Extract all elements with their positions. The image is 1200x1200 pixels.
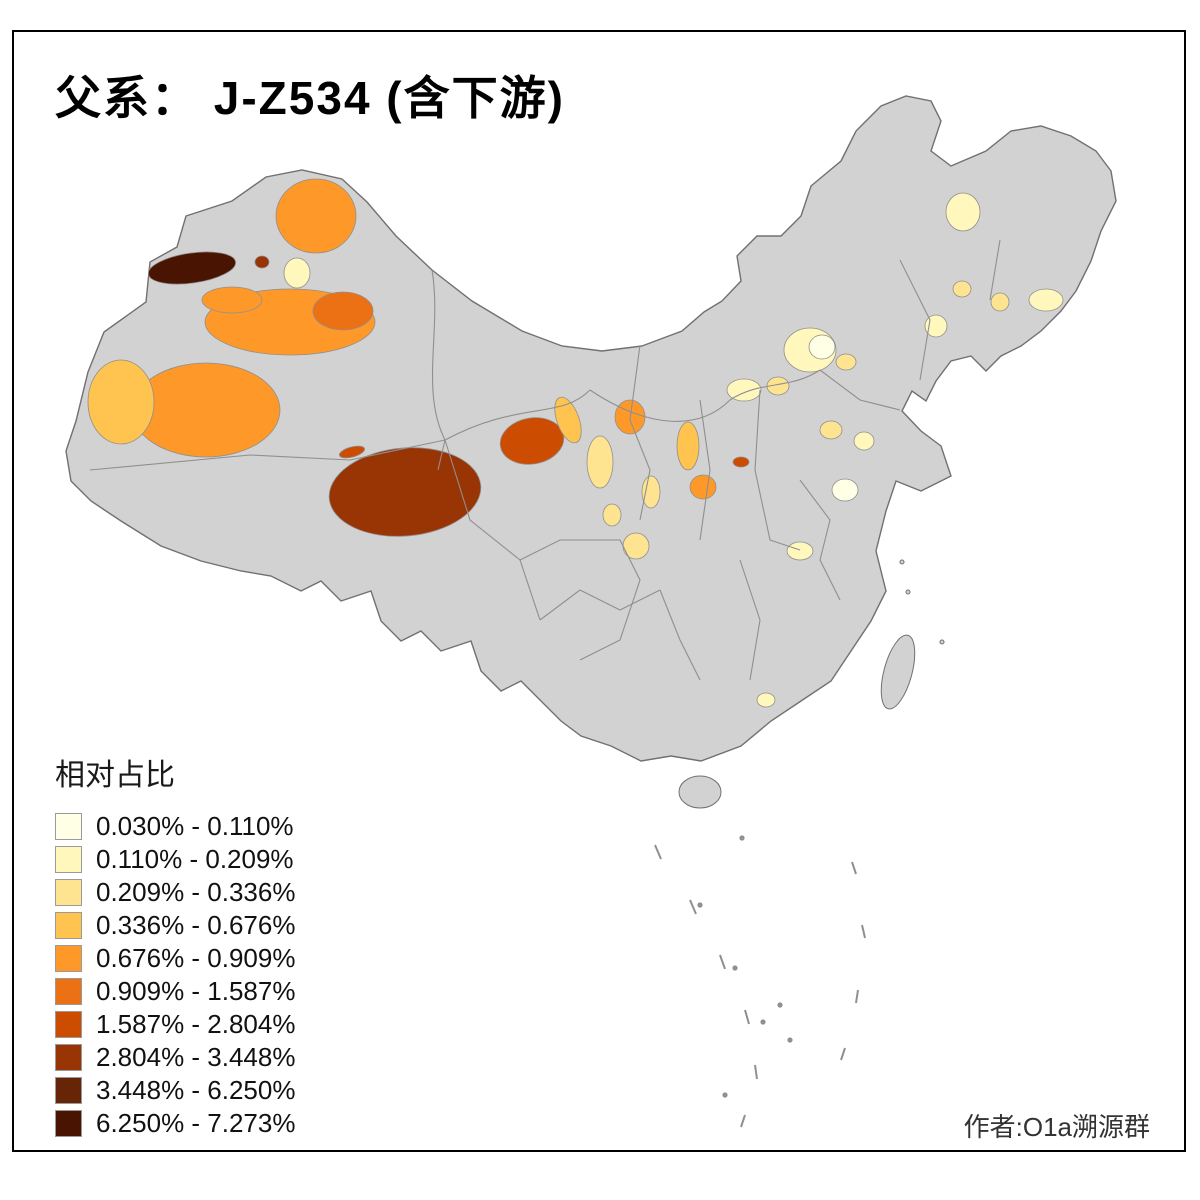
map-region xyxy=(201,286,263,314)
attribution: 作者:O1a溯源群 xyxy=(963,1112,1150,1142)
map-region xyxy=(819,420,843,440)
legend-item: 0.209% - 0.336% xyxy=(55,876,295,909)
legend-item: 0.676% - 0.909% xyxy=(55,942,295,975)
legend-swatch xyxy=(55,1077,82,1104)
legend-item: 6.250% - 7.273% xyxy=(55,1107,295,1140)
map-region xyxy=(786,541,814,561)
legend-swatch xyxy=(55,846,82,873)
map-region xyxy=(732,456,750,468)
map-region xyxy=(641,475,661,509)
legend-item: 0.336% - 0.676% xyxy=(55,909,295,942)
map-region xyxy=(808,334,836,360)
map-region xyxy=(1028,288,1064,312)
map-region xyxy=(622,532,650,560)
map-region xyxy=(952,280,972,298)
legend-item: 2.804% - 3.448% xyxy=(55,1041,295,1074)
legend-swatch xyxy=(55,912,82,939)
legend-swatch xyxy=(55,813,82,840)
taiwan-island xyxy=(880,634,916,710)
legend-label: 0.676% - 0.909% xyxy=(96,943,296,973)
legend: 相对占比 0.030% - 0.110% 0.110% - 0.209% 0.209… xyxy=(55,750,295,1140)
legend-label: 0.030% - 0.110% xyxy=(96,811,294,841)
legend-swatch xyxy=(55,1110,82,1137)
legend-label: 2.804% - 3.448% xyxy=(96,1042,296,1072)
map-region xyxy=(283,257,311,289)
map-region xyxy=(131,362,281,458)
legend-label: 0.209% - 0.336% xyxy=(96,877,296,907)
map-region xyxy=(835,353,857,371)
legend-item: 1.587% - 2.804% xyxy=(55,1008,295,1041)
province-borders xyxy=(89,239,1001,681)
map-region xyxy=(254,255,270,269)
hainan-island xyxy=(678,775,722,809)
legend-label: 0.909% - 1.587% xyxy=(96,976,296,1006)
map-region xyxy=(338,445,366,459)
map-region xyxy=(554,396,582,444)
map-region xyxy=(853,431,875,451)
map-region xyxy=(924,314,948,338)
map-region xyxy=(990,292,1010,312)
legend-swatch xyxy=(55,1044,82,1071)
legend-label: 6.250% - 7.273% xyxy=(96,1108,296,1138)
colored-regions xyxy=(87,178,1064,708)
legend-swatch xyxy=(55,879,82,906)
legend-item: 3.448% - 6.250% xyxy=(55,1074,295,1107)
legend-item: 0.110% - 0.209% xyxy=(55,843,295,876)
map-region xyxy=(689,474,717,500)
map-region xyxy=(945,192,981,232)
legend-label: 1.587% - 2.804% xyxy=(96,1009,296,1039)
map-region xyxy=(586,435,614,489)
map-region xyxy=(275,178,357,254)
map-region xyxy=(328,447,482,537)
legend-item: 0.030% - 0.110% xyxy=(55,810,295,843)
page-title: 父系： J-Z534 (含下游) xyxy=(55,72,565,124)
legend-label: 0.336% - 0.676% xyxy=(96,910,296,940)
legend-items: 0.030% - 0.110% 0.110% - 0.209% 0.209% - 0… xyxy=(55,810,295,1140)
map-region xyxy=(87,359,155,445)
legend-label: 3.448% - 6.250% xyxy=(96,1075,296,1105)
legend-swatch xyxy=(55,1011,82,1038)
legend-item: 0.909% - 1.587% xyxy=(55,975,295,1008)
south-china-sea-dashes xyxy=(654,835,866,1128)
legend-label: 0.110% - 0.209% xyxy=(96,844,294,874)
map-region xyxy=(312,291,374,331)
map-region xyxy=(676,421,700,471)
islands xyxy=(678,559,945,809)
map-region xyxy=(726,378,762,402)
map-base xyxy=(65,95,1117,762)
map-region xyxy=(756,692,776,708)
map-region xyxy=(831,478,859,502)
legend-title: 相对占比 xyxy=(55,759,175,792)
map-region xyxy=(602,503,622,527)
legend-swatch xyxy=(55,978,82,1005)
legend-swatch xyxy=(55,945,82,972)
